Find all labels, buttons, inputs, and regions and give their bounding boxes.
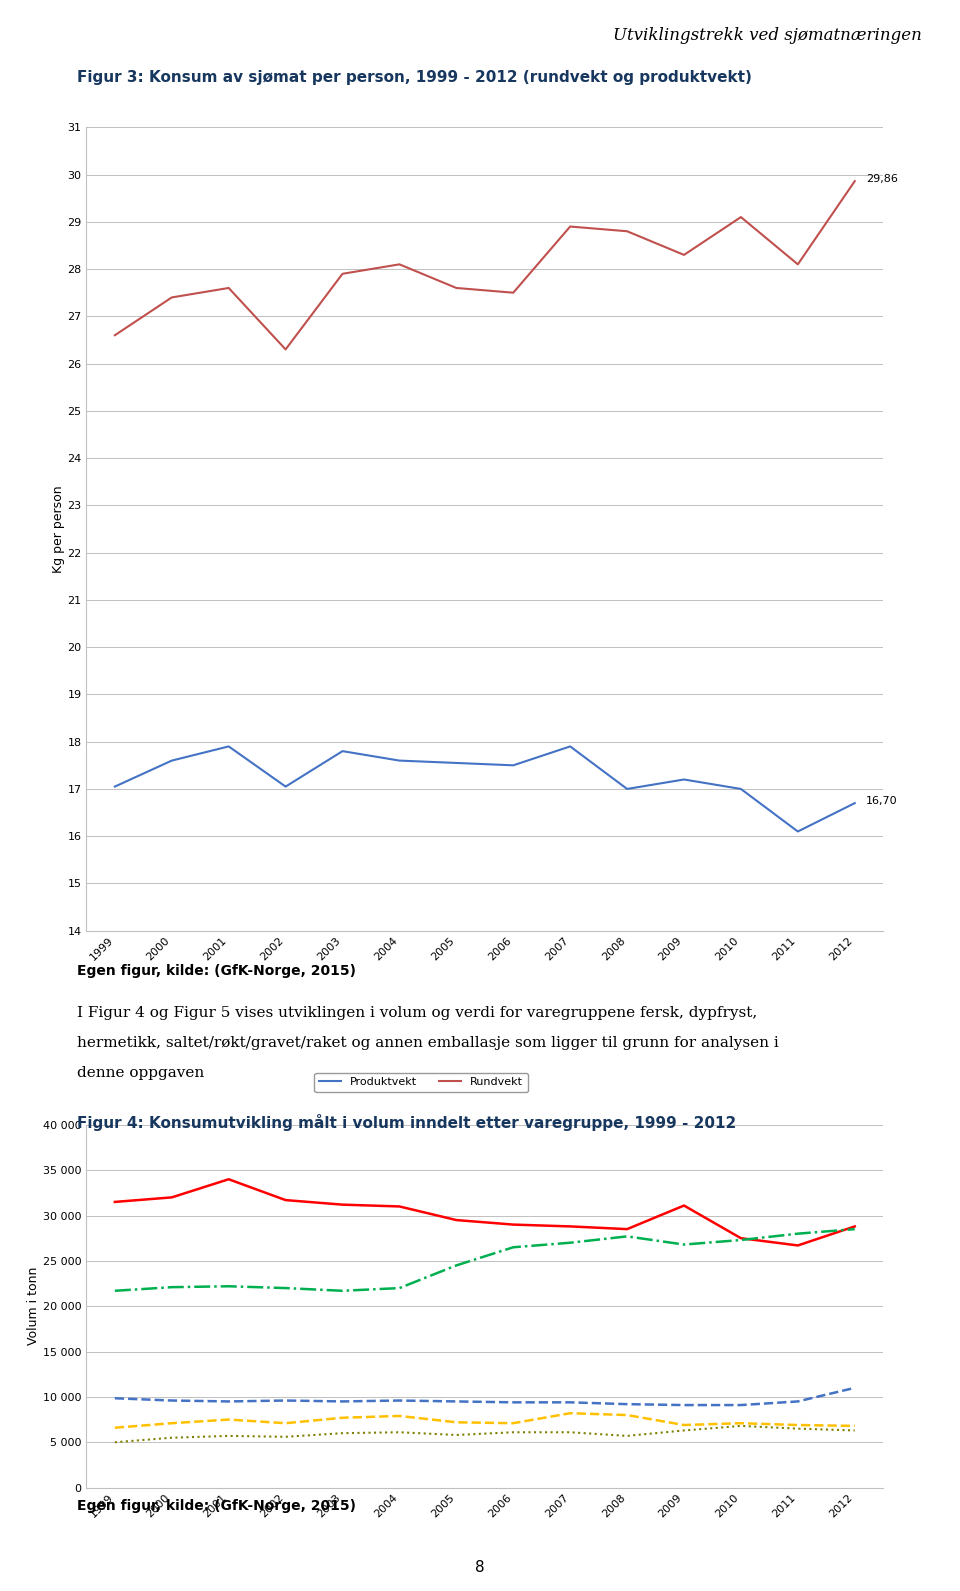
Text: 8: 8 [475,1559,485,1575]
Text: Egen figur, kilde: (GfK-Norge, 2015): Egen figur, kilde: (GfK-Norge, 2015) [77,1499,356,1513]
Text: 29,86: 29,86 [866,173,898,185]
Text: Figur 3: Konsum av sjømat per person, 1999 - 2012 (rundvekt og produktvekt): Figur 3: Konsum av sjømat per person, 19… [77,70,752,84]
Text: denne oppgaven: denne oppgaven [77,1066,204,1080]
Text: 16,70: 16,70 [866,796,898,805]
Text: I Figur 4 og Figur 5 vises utviklingen i volum og verdi for varegruppene fersk, : I Figur 4 og Figur 5 vises utviklingen i… [77,1006,757,1020]
Text: Egen figur, kilde: (GfK-Norge, 2015): Egen figur, kilde: (GfK-Norge, 2015) [77,964,356,978]
Legend: Produktvekt, Rundvekt: Produktvekt, Rundvekt [314,1072,528,1091]
Text: hermetikk, saltet/røkt/gravet/raket og annen emballasje som ligger til grunn for: hermetikk, saltet/røkt/gravet/raket og a… [77,1036,779,1050]
Text: Figur 4: Konsumutvikling målt i volum inndelt etter varegruppe, 1999 - 2012: Figur 4: Konsumutvikling målt i volum in… [77,1114,736,1131]
Y-axis label: Volum i tonn: Volum i tonn [27,1266,40,1346]
Text: Utviklingstrekk ved sjømatnæringen: Utviklingstrekk ved sjømatnæringen [612,27,922,45]
Y-axis label: Kg per person: Kg per person [52,485,64,573]
